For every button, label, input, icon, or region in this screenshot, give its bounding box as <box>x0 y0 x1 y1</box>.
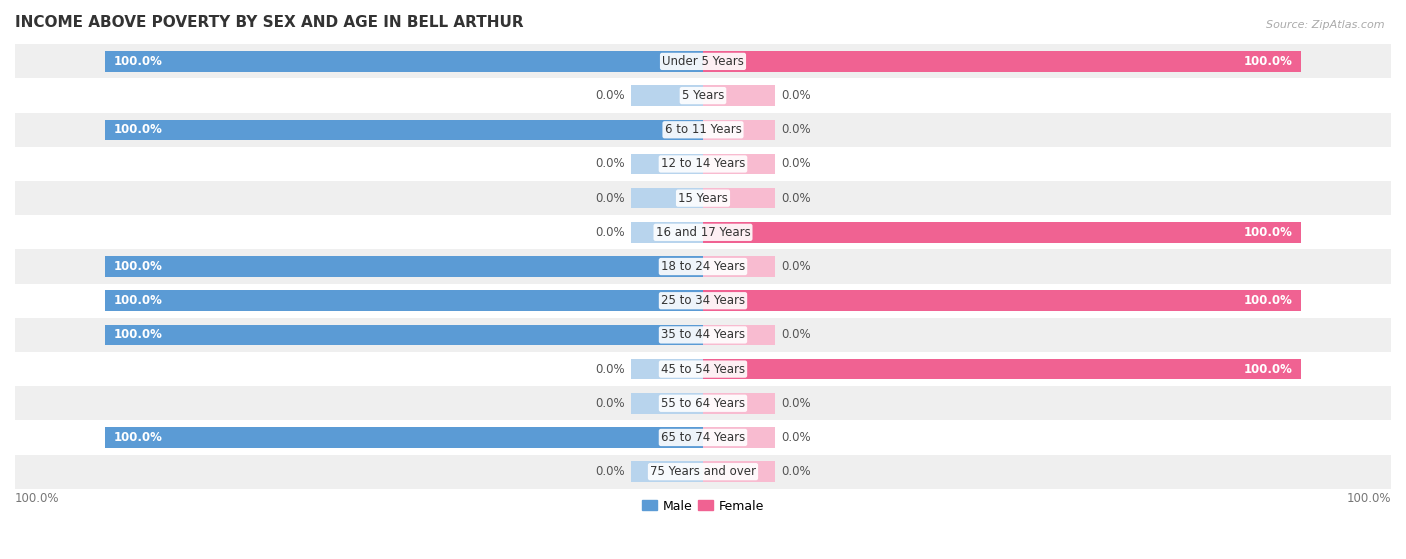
Text: 100.0%: 100.0% <box>114 260 163 273</box>
Bar <box>104 291 703 311</box>
Text: 100.0%: 100.0% <box>114 294 163 307</box>
Text: 0.0%: 0.0% <box>596 192 626 205</box>
Text: 0.0%: 0.0% <box>596 226 626 239</box>
Text: 45 to 54 Years: 45 to 54 Years <box>661 363 745 376</box>
Bar <box>15 283 1391 318</box>
Legend: Male, Female: Male, Female <box>637 495 769 518</box>
Text: 100.0%: 100.0% <box>15 492 59 505</box>
Bar <box>15 454 1391 489</box>
Text: 0.0%: 0.0% <box>780 465 810 478</box>
Text: 55 to 64 Years: 55 to 64 Years <box>661 397 745 410</box>
Bar <box>703 51 1302 72</box>
Bar <box>631 188 703 209</box>
Text: 15 Years: 15 Years <box>678 192 728 205</box>
Bar <box>15 386 1391 420</box>
Text: Under 5 Years: Under 5 Years <box>662 55 744 68</box>
Bar <box>631 359 703 380</box>
Bar <box>703 461 775 482</box>
Text: 0.0%: 0.0% <box>780 89 810 102</box>
Text: 18 to 24 Years: 18 to 24 Years <box>661 260 745 273</box>
Text: 100.0%: 100.0% <box>1347 492 1391 505</box>
Bar <box>15 318 1391 352</box>
Text: 100.0%: 100.0% <box>114 124 163 136</box>
Bar <box>703 120 775 140</box>
Text: 0.0%: 0.0% <box>596 397 626 410</box>
Bar <box>631 393 703 414</box>
Bar <box>631 154 703 174</box>
Bar <box>703 188 775 209</box>
Text: Source: ZipAtlas.com: Source: ZipAtlas.com <box>1267 20 1385 30</box>
Text: 6 to 11 Years: 6 to 11 Years <box>665 124 741 136</box>
Bar <box>104 427 703 448</box>
Text: 100.0%: 100.0% <box>1243 294 1292 307</box>
Bar <box>703 291 1302 311</box>
Text: 100.0%: 100.0% <box>114 431 163 444</box>
Bar <box>703 393 775 414</box>
Text: 0.0%: 0.0% <box>596 89 626 102</box>
Bar <box>703 256 775 277</box>
Bar <box>104 51 703 72</box>
Text: 0.0%: 0.0% <box>780 124 810 136</box>
Text: 0.0%: 0.0% <box>780 397 810 410</box>
Bar <box>15 352 1391 386</box>
Bar <box>104 120 703 140</box>
Bar <box>631 461 703 482</box>
Text: 0.0%: 0.0% <box>780 158 810 170</box>
Text: 16 and 17 Years: 16 and 17 Years <box>655 226 751 239</box>
Text: INCOME ABOVE POVERTY BY SEX AND AGE IN BELL ARTHUR: INCOME ABOVE POVERTY BY SEX AND AGE IN B… <box>15 15 523 30</box>
Text: 35 to 44 Years: 35 to 44 Years <box>661 328 745 342</box>
Text: 100.0%: 100.0% <box>114 328 163 342</box>
Bar <box>15 44 1391 78</box>
Text: 0.0%: 0.0% <box>780 260 810 273</box>
Text: 0.0%: 0.0% <box>596 465 626 478</box>
Bar <box>703 154 775 174</box>
Text: 0.0%: 0.0% <box>780 431 810 444</box>
Bar <box>104 256 703 277</box>
Bar <box>703 427 775 448</box>
Bar <box>703 359 1302 380</box>
Text: 0.0%: 0.0% <box>596 363 626 376</box>
Bar <box>703 86 775 106</box>
Text: 100.0%: 100.0% <box>1243 55 1292 68</box>
Text: 100.0%: 100.0% <box>114 55 163 68</box>
Bar <box>15 78 1391 113</box>
Text: 100.0%: 100.0% <box>1243 363 1292 376</box>
Bar <box>631 86 703 106</box>
Text: 25 to 34 Years: 25 to 34 Years <box>661 294 745 307</box>
Bar <box>15 420 1391 454</box>
Text: 5 Years: 5 Years <box>682 89 724 102</box>
Text: 65 to 74 Years: 65 to 74 Years <box>661 431 745 444</box>
Text: 0.0%: 0.0% <box>596 158 626 170</box>
Bar <box>703 325 775 345</box>
Text: 0.0%: 0.0% <box>780 328 810 342</box>
Text: 75 Years and over: 75 Years and over <box>650 465 756 478</box>
Text: 0.0%: 0.0% <box>780 192 810 205</box>
Text: 12 to 14 Years: 12 to 14 Years <box>661 158 745 170</box>
Bar <box>15 215 1391 249</box>
Text: 100.0%: 100.0% <box>1243 226 1292 239</box>
Bar <box>15 147 1391 181</box>
Bar <box>15 249 1391 283</box>
Bar <box>703 222 1302 243</box>
Bar <box>104 325 703 345</box>
Bar <box>631 222 703 243</box>
Bar <box>15 181 1391 215</box>
Bar <box>15 113 1391 147</box>
